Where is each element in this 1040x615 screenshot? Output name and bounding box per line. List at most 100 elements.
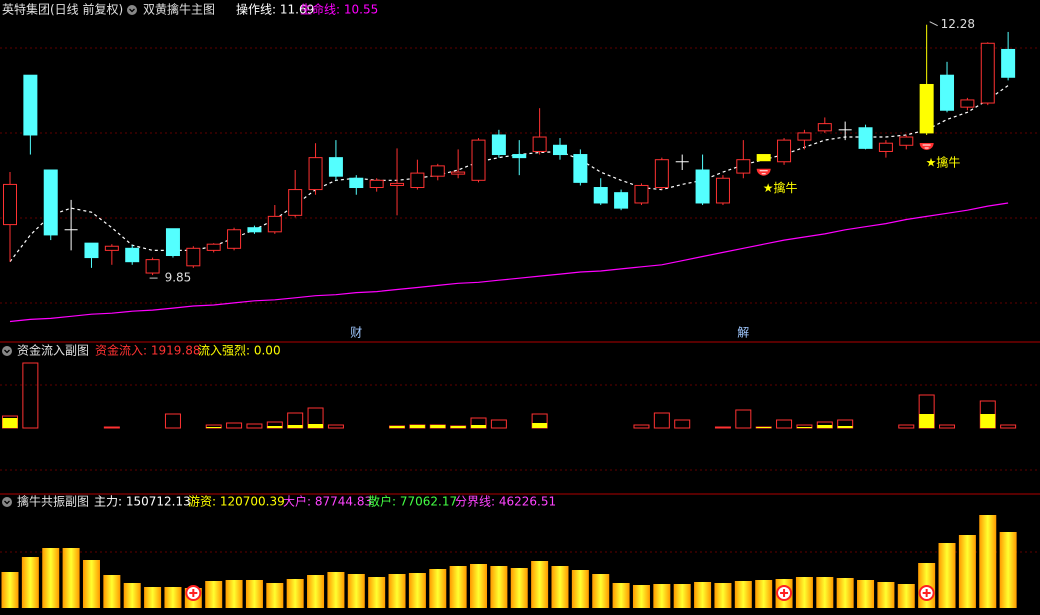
- bar: [368, 577, 386, 608]
- candle-body: [491, 134, 506, 156]
- candle-body: [899, 136, 914, 146]
- bar: [430, 425, 446, 428]
- collapse-icon-arrow: [4, 500, 10, 505]
- candle-body: [940, 74, 955, 111]
- candle-body: [227, 229, 242, 249]
- low-label: 9.85: [165, 271, 192, 285]
- collapse-icon: [2, 346, 12, 356]
- bar: [245, 580, 263, 608]
- candle-body: [3, 183, 17, 226]
- candle-body: [308, 157, 323, 191]
- bar: [409, 425, 425, 428]
- bar: [592, 574, 610, 608]
- signal-icon-lines: [922, 144, 931, 149]
- candle-body: [1001, 48, 1016, 78]
- bar: [653, 412, 670, 429]
- bar: [756, 427, 772, 428]
- candle-body: [512, 154, 527, 159]
- bar: [490, 566, 508, 608]
- bar: [226, 422, 243, 429]
- high-label: 12.28: [941, 17, 975, 31]
- candle-body: [695, 169, 710, 204]
- candle-body: [369, 179, 384, 189]
- candle-body: [532, 136, 547, 152]
- signal-icon-cross: [922, 589, 931, 597]
- candle-body: [43, 169, 58, 236]
- bar: [755, 580, 773, 608]
- candle-body: [23, 74, 38, 136]
- bar: [225, 580, 243, 608]
- candle-body: [84, 242, 99, 259]
- bar: [1000, 424, 1017, 429]
- candle-body: [736, 159, 751, 174]
- bar: [776, 419, 793, 429]
- bar: [286, 579, 304, 608]
- panel-title: 擒牛共振副图: [17, 494, 89, 509]
- chart-subtitle: 双黄擒牛主图: [143, 2, 215, 17]
- bar: [389, 426, 405, 428]
- candle-body: [634, 184, 649, 204]
- bar: [123, 583, 141, 608]
- bar: [308, 424, 324, 428]
- bar: [408, 573, 426, 608]
- bar: [999, 532, 1017, 608]
- bar: [62, 548, 80, 608]
- bar: [796, 427, 812, 428]
- legend-entry: 资金流入: 1919.88: [95, 343, 200, 358]
- bar: [1, 572, 19, 608]
- chart-title: 英特集团(日线 前复权): [2, 2, 123, 17]
- legend-entry: 分界线: 46226.51: [455, 495, 556, 509]
- candle-body: [267, 215, 282, 233]
- bar: [632, 585, 650, 608]
- candle-body: [797, 132, 812, 141]
- bar: [714, 426, 731, 429]
- bar: [327, 424, 344, 429]
- bar: [919, 414, 935, 428]
- bar: [571, 570, 589, 608]
- bar: [980, 414, 996, 428]
- candle-body: [552, 144, 567, 156]
- candle-body: [349, 177, 364, 189]
- candle-body: [186, 247, 201, 267]
- bar: [22, 362, 39, 429]
- bar: [857, 580, 875, 608]
- candle-body: [390, 182, 405, 186]
- signal-icon-lines: [759, 170, 768, 175]
- bar: [837, 426, 853, 428]
- candle-body: [247, 227, 262, 233]
- signal-icon-cross: [189, 589, 198, 597]
- candle-body: [145, 259, 160, 274]
- candle-body: [451, 171, 466, 175]
- event-marker: 财: [350, 326, 362, 340]
- bar: [347, 574, 365, 608]
- bar: [144, 587, 162, 608]
- candle-body: [328, 157, 343, 177]
- bar: [714, 583, 732, 608]
- candle-body: [654, 159, 669, 189]
- legend-entry: 散户: 77062.17: [368, 494, 457, 509]
- bar: [471, 425, 487, 428]
- bar: [673, 584, 691, 608]
- candle-body: [430, 165, 445, 177]
- candle-body: [471, 139, 486, 181]
- candle-body: [410, 172, 425, 189]
- candle-body: [165, 228, 180, 257]
- candle-body: [858, 127, 873, 149]
- bar: [388, 574, 406, 608]
- indicator-line: [9, 202, 1009, 323]
- legend-entry: 游资: 120700.39: [188, 495, 285, 509]
- candle-body: [288, 189, 303, 216]
- bar: [653, 584, 671, 608]
- signal-label: ★擒牛: [763, 180, 798, 195]
- bar: [817, 425, 833, 428]
- candle-body: [573, 154, 588, 183]
- collapse-icon: [2, 497, 12, 507]
- candle-body: [715, 177, 730, 204]
- candle-body: [756, 154, 771, 162]
- bar: [266, 583, 284, 608]
- bar: [287, 425, 303, 428]
- bar: [612, 583, 630, 608]
- candle-body: [206, 243, 221, 251]
